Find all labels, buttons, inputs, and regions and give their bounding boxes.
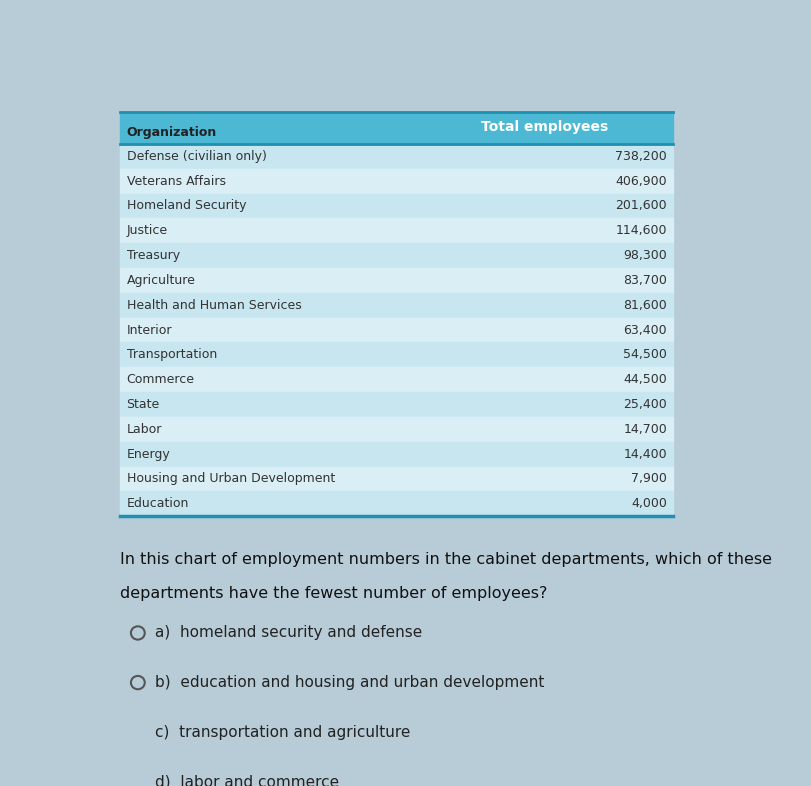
Bar (120, 392, 673, 417)
Bar (120, 293, 673, 318)
Text: 738,200: 738,200 (616, 150, 667, 163)
Text: 44,500: 44,500 (624, 373, 667, 386)
Text: Education: Education (127, 498, 189, 510)
Bar (120, 219, 673, 243)
Text: Total employees: Total employees (481, 119, 608, 134)
Text: Labor: Labor (127, 423, 162, 435)
Text: Treasury: Treasury (127, 249, 180, 262)
Text: Agriculture: Agriculture (127, 274, 195, 287)
Bar (120, 112, 673, 144)
Bar (120, 243, 673, 268)
Text: Commerce: Commerce (127, 373, 195, 386)
Text: In this chart of employment numbers in the cabinet departments, which of these: In this chart of employment numbers in t… (120, 553, 772, 567)
Text: State: State (127, 398, 160, 411)
Text: Transportation: Transportation (127, 348, 217, 362)
Text: b)  education and housing and urban development: b) education and housing and urban devel… (155, 675, 544, 690)
Text: 7,900: 7,900 (631, 472, 667, 486)
Text: 114,600: 114,600 (616, 224, 667, 237)
Bar (120, 467, 673, 491)
Text: c)  transportation and agriculture: c) transportation and agriculture (155, 725, 410, 740)
Text: Energy: Energy (127, 447, 170, 461)
Bar (120, 318, 673, 343)
Bar (120, 491, 673, 516)
Text: 201,600: 201,600 (616, 200, 667, 212)
Text: departments have the fewest number of employees?: departments have the fewest number of em… (120, 586, 547, 601)
Bar (120, 367, 673, 392)
Bar (120, 268, 673, 293)
Text: Interior: Interior (127, 324, 172, 336)
Text: 25,400: 25,400 (624, 398, 667, 411)
Text: 63,400: 63,400 (624, 324, 667, 336)
Text: 98,300: 98,300 (624, 249, 667, 262)
Text: Organization: Organization (127, 127, 217, 139)
Text: 14,700: 14,700 (624, 423, 667, 435)
Text: 406,900: 406,900 (616, 174, 667, 188)
Text: Defense (civilian only): Defense (civilian only) (127, 150, 266, 163)
Bar (120, 417, 673, 442)
Bar (120, 442, 673, 467)
Bar (120, 343, 673, 367)
Text: Justice: Justice (127, 224, 168, 237)
Text: 83,700: 83,700 (623, 274, 667, 287)
Text: Homeland Security: Homeland Security (127, 200, 246, 212)
Text: 81,600: 81,600 (624, 299, 667, 312)
Text: Housing and Urban Development: Housing and Urban Development (127, 472, 335, 486)
Text: d)  labor and commerce: d) labor and commerce (155, 774, 339, 786)
Text: Veterans Affairs: Veterans Affairs (127, 174, 225, 188)
Bar (120, 193, 673, 219)
Text: 14,400: 14,400 (624, 447, 667, 461)
Bar (120, 169, 673, 193)
Bar (120, 144, 673, 169)
Text: 4,000: 4,000 (631, 498, 667, 510)
Text: a)  homeland security and defense: a) homeland security and defense (155, 626, 422, 641)
Text: Health and Human Services: Health and Human Services (127, 299, 301, 312)
Text: 54,500: 54,500 (623, 348, 667, 362)
